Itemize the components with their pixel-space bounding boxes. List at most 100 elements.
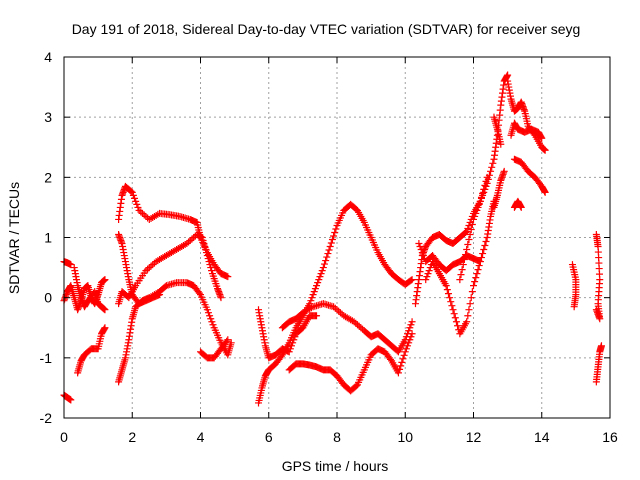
data-point bbox=[477, 254, 485, 262]
data-point bbox=[541, 146, 549, 154]
data-point bbox=[465, 236, 473, 244]
data-point bbox=[504, 71, 512, 79]
x-tick-label: 4 bbox=[197, 429, 205, 445]
data-point bbox=[467, 294, 475, 302]
data-point bbox=[466, 300, 474, 308]
data-point bbox=[325, 246, 333, 254]
data-point bbox=[460, 256, 468, 264]
data-point bbox=[224, 336, 232, 344]
data-point bbox=[449, 306, 457, 314]
data-point bbox=[308, 294, 316, 302]
data-point bbox=[444, 290, 452, 298]
data-point bbox=[195, 289, 203, 297]
data-point bbox=[188, 235, 196, 243]
data-point bbox=[386, 355, 394, 363]
data-point bbox=[140, 211, 148, 219]
x-tick-label: 16 bbox=[602, 429, 618, 445]
data-point bbox=[307, 304, 315, 312]
data-point bbox=[190, 234, 198, 241]
data-point bbox=[463, 318, 471, 326]
data-point bbox=[145, 264, 153, 272]
data-point bbox=[483, 173, 491, 181]
data-point bbox=[203, 306, 211, 314]
data-point bbox=[468, 220, 476, 228]
data-point bbox=[451, 314, 459, 322]
data-point bbox=[208, 318, 216, 326]
data-point bbox=[447, 298, 455, 306]
data-point bbox=[147, 262, 155, 270]
data-point bbox=[352, 382, 360, 390]
data-point bbox=[399, 355, 407, 363]
data-point bbox=[129, 191, 137, 199]
data-point bbox=[394, 369, 402, 377]
data-point bbox=[217, 294, 225, 302]
data-point bbox=[144, 265, 152, 273]
data-point bbox=[142, 267, 150, 275]
x-tick-label: 10 bbox=[397, 429, 413, 445]
data-point bbox=[465, 221, 473, 229]
data-point bbox=[538, 134, 546, 142]
data-point bbox=[127, 187, 135, 195]
data-point bbox=[467, 225, 475, 233]
data-point bbox=[223, 337, 231, 345]
data-point bbox=[396, 365, 404, 373]
data-point bbox=[183, 240, 191, 248]
data-point bbox=[472, 209, 480, 217]
data-point bbox=[397, 362, 405, 370]
y-tick-label: -1 bbox=[40, 350, 53, 366]
data-point bbox=[475, 262, 483, 270]
data-point bbox=[400, 351, 408, 359]
x-tick-label: 12 bbox=[466, 429, 482, 445]
x-axis-title: GPS time / hours bbox=[282, 458, 389, 474]
data-point bbox=[149, 261, 157, 269]
data-point bbox=[500, 167, 508, 175]
x-tick-label: 8 bbox=[333, 429, 341, 445]
data-point bbox=[471, 278, 479, 286]
data-point bbox=[405, 327, 413, 335]
data-point bbox=[407, 333, 415, 341]
data-point bbox=[477, 193, 485, 201]
y-axis-title: SDTVAR / TECUs bbox=[6, 182, 22, 294]
data-point bbox=[67, 261, 75, 269]
chart-title: Day 191 of 2018, Sidereal Day-to-day VTE… bbox=[72, 21, 581, 37]
data-point bbox=[335, 307, 343, 315]
data-point bbox=[313, 312, 321, 320]
data-point bbox=[481, 181, 489, 189]
y-tick-label: -2 bbox=[40, 410, 53, 426]
data-point bbox=[407, 321, 415, 329]
data-point bbox=[425, 267, 433, 275]
data-point bbox=[473, 270, 481, 278]
x-tick-label: 6 bbox=[265, 429, 273, 445]
data-point bbox=[466, 230, 474, 238]
data-point bbox=[357, 324, 365, 332]
data-point bbox=[311, 285, 319, 293]
data-point bbox=[313, 282, 321, 290]
data-point bbox=[476, 197, 484, 205]
data-point bbox=[336, 309, 344, 317]
x-tick-label: 0 bbox=[60, 429, 68, 445]
y-tick-label: 2 bbox=[44, 169, 52, 185]
data-point bbox=[185, 238, 193, 246]
data-point bbox=[156, 291, 164, 299]
data-point bbox=[316, 273, 324, 281]
data-point bbox=[402, 345, 410, 353]
data-point bbox=[416, 243, 424, 251]
data-point bbox=[332, 225, 340, 233]
data-point bbox=[154, 210, 162, 218]
data-point bbox=[446, 294, 454, 302]
data-point bbox=[405, 339, 413, 347]
data-point bbox=[597, 342, 605, 350]
data-point bbox=[408, 330, 416, 338]
grid-lines bbox=[64, 57, 610, 418]
data-point bbox=[415, 240, 423, 248]
data-point bbox=[448, 302, 456, 310]
data-point bbox=[408, 318, 416, 326]
data-point bbox=[133, 200, 141, 208]
data-point bbox=[315, 276, 323, 284]
data-point bbox=[128, 188, 136, 196]
data-point bbox=[457, 271, 465, 279]
data-point bbox=[131, 194, 139, 202]
y-tick-label: 4 bbox=[44, 49, 52, 65]
data-point bbox=[207, 315, 215, 323]
